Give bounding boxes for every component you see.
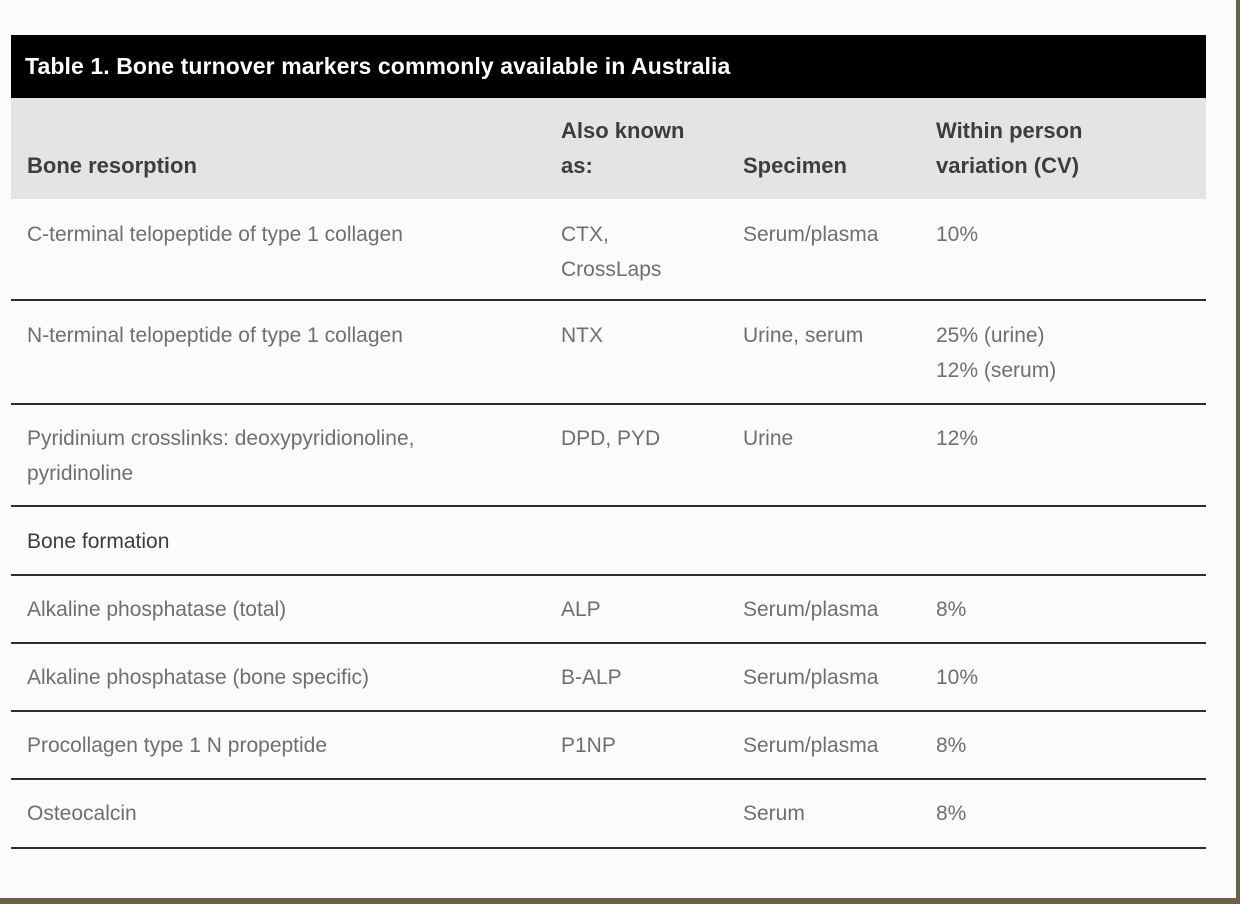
cell-cv: 25% (urine) 12% (serum) [936,324,1057,382]
cell-aka: P1NP [561,734,616,757]
cell-marker: Osteocalcin [27,802,137,825]
table-header: Bone resorption Also known as: Specimen … [11,98,1206,199]
cell-specimen: Serum/plasma [743,223,879,246]
cell-specimen: Serum/plasma [743,734,879,757]
cell-aka: ALP [561,598,601,621]
cell-marker: Procollagen type 1 N propeptide [27,734,328,757]
table-row: C-terminal telopeptide of type 1 collage… [11,199,1206,301]
table-row: Alkaline phosphatase (bone specific) B-A… [11,644,1206,712]
cell-aka: CTX, CrossLaps [561,223,662,281]
cell-cv: 10% [936,223,979,246]
cell-cv: 8% [936,734,967,757]
cell-marker: Alkaline phosphatase (total) [27,598,287,621]
cell-cv: 10% [936,666,979,689]
cell-cv: 8% [936,598,967,621]
cell-cv: 8% [936,802,967,825]
cell-specimen: Serum/plasma [743,598,879,621]
cell-marker: C-terminal telopeptide of type 1 collage… [27,223,403,246]
table-row: Alkaline phosphatase (total) ALP Serum/p… [11,576,1206,644]
cell-cv: 12% [936,427,979,450]
section-label: Bone formation [27,530,170,553]
cell-specimen: Serum/plasma [743,666,879,689]
cell-specimen: Urine, serum [743,324,864,347]
table-row: Osteocalcin Serum 8% [11,780,1206,849]
table-row: Procollagen type 1 N propeptide P1NP Ser… [11,712,1206,780]
table-row: N-terminal telopeptide of type 1 collage… [11,301,1206,405]
header-also-known-as: Also known as: [561,118,685,178]
table-row: Pyridinium crosslinks: deoxypyridionolin… [11,405,1206,507]
table-title: Table 1. Bone turnover markers commonly … [11,35,1206,98]
bone-markers-table: Table 1. Bone turnover markers commonly … [11,35,1206,849]
cell-marker: Alkaline phosphatase (bone specific) [27,666,370,689]
header-bone-resorption: Bone resorption [27,153,197,178]
section-row-bone-formation: Bone formation [11,507,1206,576]
cell-aka: B-ALP [561,666,622,689]
cell-aka: NTX [561,324,603,347]
cell-aka: DPD, PYD [561,427,661,450]
header-cv: Within person variation (CV) [936,118,1083,178]
cell-marker: Pyridinium crosslinks: deoxypyridionolin… [27,427,415,485]
cell-specimen: Urine [743,427,794,450]
header-specimen: Specimen [743,153,847,178]
cell-specimen: Serum [743,802,805,825]
cell-marker: N-terminal telopeptide of type 1 collage… [27,324,403,347]
